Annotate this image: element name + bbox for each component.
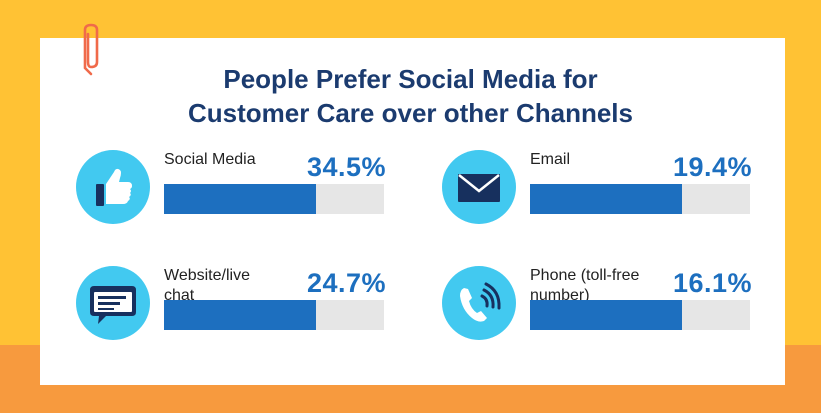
bar-track-website-live-chat xyxy=(164,300,384,330)
phone-icon xyxy=(442,266,516,340)
thumbs-up-icon xyxy=(76,150,150,224)
value-label-phone: 16.1% xyxy=(672,268,752,298)
paperclip-icon xyxy=(80,22,102,78)
title-line-1: People Prefer Social Media for xyxy=(223,64,598,94)
bar-track-email xyxy=(530,184,750,214)
title-line-2: Customer Care over other Channels xyxy=(187,98,633,128)
value-label-website-live-chat: 24.7% xyxy=(306,268,386,298)
chart-title: People Prefer Social Media for Customer … xyxy=(0,62,821,130)
bar-item-email: Email 19.4% xyxy=(442,150,772,240)
label-phone: Phone (toll-free number) xyxy=(530,267,640,304)
value-label-social-media: 34.5% xyxy=(306,152,386,182)
bar-item-social-media: Social Media 34.5% xyxy=(76,150,406,240)
bar-social-media xyxy=(164,184,316,214)
value-label-email: 19.4% xyxy=(672,152,752,182)
bar-phone xyxy=(530,300,682,330)
bar-track-social-media xyxy=(164,184,384,214)
label-email: Email xyxy=(530,151,571,168)
bar-track-phone xyxy=(530,300,750,330)
label-social-media: Social Media xyxy=(164,151,256,168)
bar-website-live-chat xyxy=(164,300,316,330)
chat-bubble-icon xyxy=(76,266,150,340)
label-website-live-chat: Website/live chat xyxy=(164,267,250,304)
bar-item-phone: Phone (toll-free number) 16.1% xyxy=(442,266,772,356)
bar-item-website-live-chat: Website/live chat 24.7% xyxy=(76,266,406,356)
envelope-icon xyxy=(442,150,516,224)
bar-email xyxy=(530,184,682,214)
